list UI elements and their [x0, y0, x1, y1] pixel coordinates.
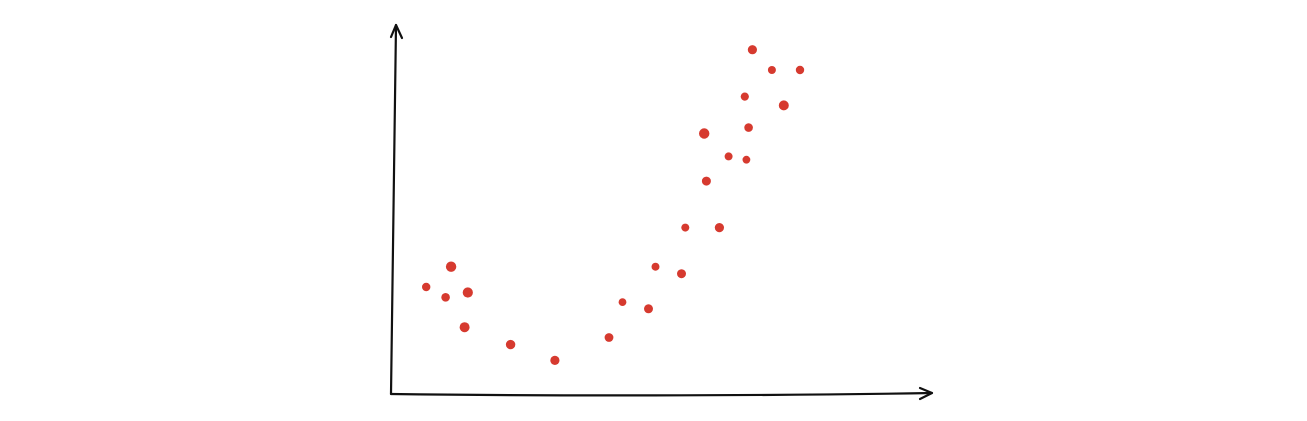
scatter-point [550, 355, 560, 365]
scatter-point [742, 155, 751, 164]
axes [389, 23, 934, 401]
scatter-point [618, 298, 627, 306]
scatter-point [795, 65, 805, 75]
scatter-point [744, 123, 753, 132]
scatter-point [422, 282, 431, 292]
scatter-point [747, 45, 758, 55]
y-axis-arrowhead [389, 23, 404, 40]
scatter-point [677, 269, 686, 279]
scatter-point [462, 287, 473, 298]
scatter-point [681, 223, 690, 232]
scatter-point [604, 333, 614, 342]
x-axis [389, 391, 934, 397]
scatter-point [724, 152, 733, 161]
scatter-points [422, 45, 805, 365]
scatter-point [505, 339, 516, 350]
scatter-point [767, 66, 776, 74]
y-axis [389, 23, 398, 396]
scatter-point [699, 128, 710, 139]
scatter-point [459, 322, 470, 333]
x-axis-arrowhead [918, 386, 934, 401]
scatter-point [740, 92, 749, 101]
scatter-point [644, 304, 653, 314]
scatter-point [778, 100, 789, 111]
scatter-point [714, 223, 725, 233]
scatter-point [441, 293, 450, 302]
scatter-point [701, 176, 711, 186]
scatter-point [445, 261, 457, 272]
scatter-point [651, 262, 660, 271]
